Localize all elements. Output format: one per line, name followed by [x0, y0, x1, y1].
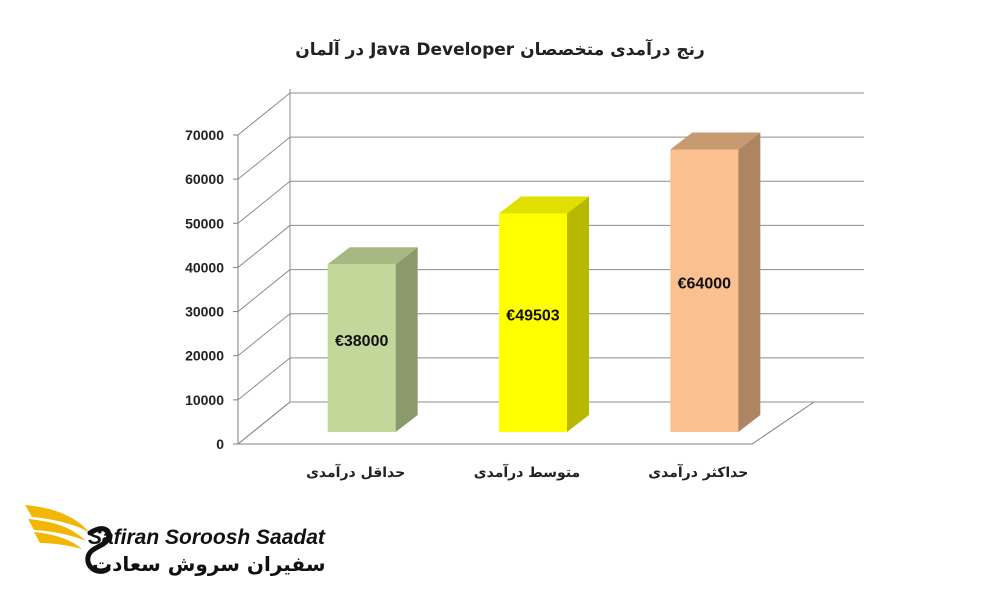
- brand-name-fa: سفیران سروش سعادت: [92, 552, 326, 576]
- bars: [327, 132, 761, 432]
- gridline-side: [237, 269, 291, 312]
- y-tick-label: 60000: [185, 171, 224, 187]
- bar-top: [327, 247, 418, 265]
- gridline-side: [237, 313, 291, 357]
- data-labels: €38000 €49503 €64000: [335, 276, 731, 350]
- data-label: €49503: [506, 308, 559, 325]
- bar-side: [395, 247, 418, 432]
- category-label: متوسط درآمدی: [474, 463, 580, 481]
- bar-front: [327, 264, 396, 432]
- y-tick-label: 30000: [185, 304, 224, 320]
- category-label: حداقل درآمدی: [306, 463, 405, 481]
- brand-name-en: Safiran Soroosh Saadat: [88, 526, 325, 549]
- data-label: €38000: [335, 333, 388, 350]
- bar-side: [567, 196, 589, 432]
- y-tick-label: 0: [216, 436, 224, 452]
- phoenix-wing-icon: [25, 505, 112, 574]
- gridline-side: [237, 92, 291, 136]
- gridline-side: [237, 136, 291, 180]
- y-tick-label: 70000: [185, 127, 224, 143]
- y-tick-label: 10000: [185, 392, 224, 408]
- bar-top: [499, 196, 589, 214]
- bar-side: [738, 132, 761, 432]
- y-tick-label: 40000: [185, 259, 224, 275]
- gridline-side: [237, 401, 291, 445]
- category-label: حداکثر درآمدی: [648, 463, 748, 481]
- bar-front: [499, 213, 567, 432]
- category-labels: حداقل درآمدی متوسط درآمدی حداکثر درآمدی: [306, 463, 748, 481]
- y-axis-ticks: 0 10000 20000 30000 40000 50000 60000 70000: [185, 127, 224, 452]
- y-tick-label: 50000: [185, 215, 224, 231]
- gridline-side: [237, 357, 291, 401]
- bar-front: [670, 149, 739, 432]
- data-label: €64000: [678, 276, 731, 293]
- chart-title: رنج درآمدی متخصصان Java Developer در آلم…: [295, 40, 705, 60]
- bar-top: [670, 132, 761, 150]
- gridline-side: [237, 180, 291, 224]
- gridline-side: [237, 225, 291, 268]
- y-tick-label: 20000: [185, 348, 224, 364]
- brand-logo: [25, 505, 112, 574]
